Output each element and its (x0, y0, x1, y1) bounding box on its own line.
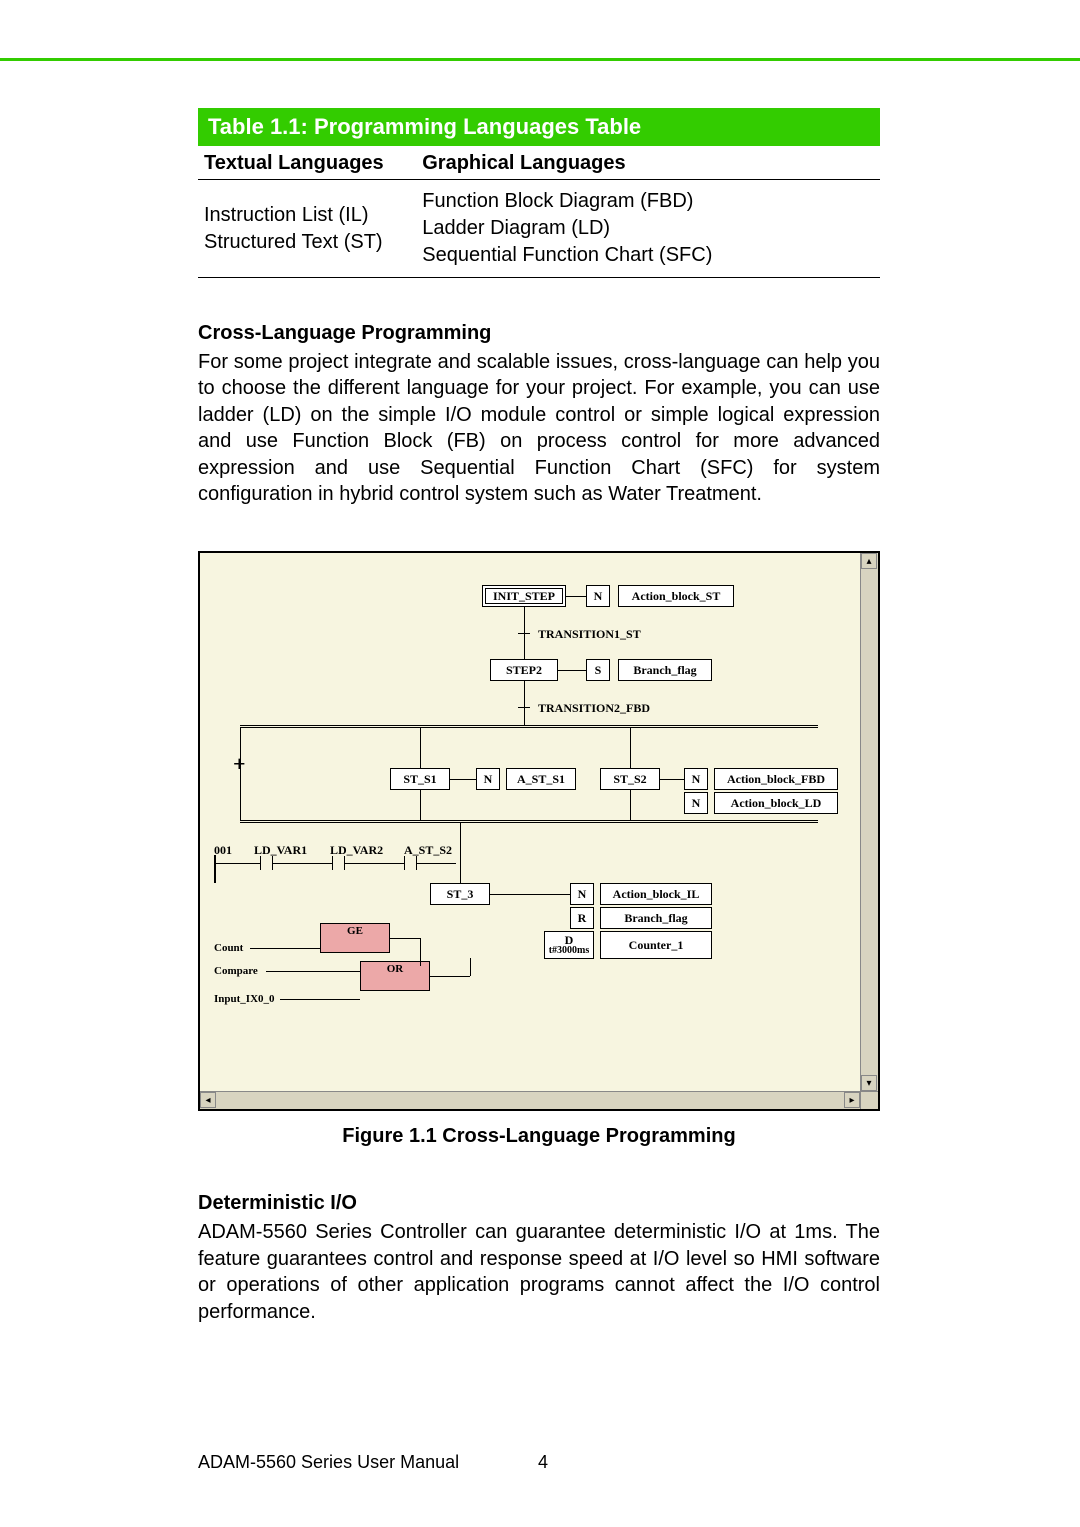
compare-label: Compare (214, 965, 258, 977)
fbd-wire (430, 976, 470, 977)
ld-var2-label: LD_VAR2 (330, 843, 383, 858)
connector (630, 790, 631, 820)
scroll-corner (860, 1091, 878, 1109)
cross-language-paragraph: For some project integrate and scalable … (198, 349, 880, 507)
plus-icon: + (233, 751, 246, 777)
fbd-wire (390, 938, 420, 939)
col2-line2: Ladder Diagram (LD) (422, 217, 610, 239)
step2-box: STEP2 (490, 659, 558, 681)
scroll-left-button[interactable]: ◂ (200, 1092, 216, 1108)
action-block-ld-box: Action_block_LD (714, 792, 838, 814)
top-divider (0, 58, 1080, 61)
ld-power-rail (214, 855, 216, 883)
a-st-s2-label: A_ST_S2 (404, 843, 452, 858)
connector (524, 707, 525, 725)
col1-line1: Instruction List (IL) (204, 204, 369, 226)
qualifier-n-2: N (476, 768, 500, 790)
col2-header: Graphical Languages (416, 146, 880, 180)
ld-contact (332, 856, 333, 870)
page-content: Table 1.1: Programming Languages Table T… (198, 108, 880, 1325)
ld-contact (260, 856, 261, 870)
connector (524, 607, 525, 633)
fbd-wire (266, 971, 360, 972)
cross-language-heading: Cross-Language Programming (198, 322, 880, 345)
ld-wire (416, 863, 456, 864)
init-step-box: INIT_STEP (482, 585, 566, 607)
qualifier-r: R (570, 907, 594, 929)
action-block-fbd-box: Action_block_FBD (714, 768, 838, 790)
programming-languages-table: Table 1.1: Programming Languages Table T… (198, 108, 880, 278)
connector (524, 681, 525, 707)
connector (558, 670, 586, 671)
fbd-wire (250, 948, 320, 949)
deterministic-io-heading: Deterministic I/O (198, 1192, 880, 1215)
deterministic-io-paragraph: ADAM-5560 Series Controller can guarante… (198, 1219, 880, 1325)
table-title-row: Table 1.1: Programming Languages Table (198, 108, 880, 146)
table-body-row: Instruction List (IL) Structured Text (S… (198, 180, 880, 278)
ld-contact (404, 856, 405, 870)
vertical-scrollbar[interactable]: ▴ ▾ (860, 553, 878, 1091)
table-title: Table 1.1: Programming Languages Table (198, 108, 880, 146)
qualifier-n: N (586, 585, 610, 607)
footer-manual-title: ADAM-5560 Series User Manual (198, 1452, 459, 1473)
figure-wrap: ▴ ▾ ◂ ▸ INIT_STEP N Action_block_ST TRAN… (198, 551, 880, 1148)
footer-page-number: 4 (538, 1452, 548, 1473)
ld-wire (216, 863, 260, 864)
table-header-row: Textual Languages Graphical Languages (198, 146, 880, 180)
col2-body: Function Block Diagram (FBD) Ladder Diag… (416, 180, 880, 278)
connector (660, 779, 684, 780)
connector (630, 728, 631, 768)
scroll-right-button[interactable]: ▸ (844, 1092, 860, 1108)
fbd-wire (420, 938, 421, 966)
deterministic-io-section: Deterministic I/O ADAM-5560 Series Contr… (198, 1192, 880, 1325)
ld-wire (344, 863, 404, 864)
ld-var1-label: LD_VAR1 (254, 843, 307, 858)
figure-caption: Figure 1.1 Cross-Language Programming (198, 1125, 880, 1148)
action-block-il-box: Action_block_IL (600, 883, 712, 905)
connector (566, 596, 586, 597)
horizontal-scrollbar[interactable]: ◂ ▸ (200, 1091, 860, 1109)
scroll-down-button[interactable]: ▾ (861, 1075, 877, 1091)
connector (450, 779, 476, 780)
qualifier-s: S (586, 659, 610, 681)
ge-block: GE (320, 923, 390, 953)
counter-1-box: Counter_1 (600, 931, 712, 959)
col1-body: Instruction List (IL) Structured Text (S… (198, 180, 416, 278)
input-ix0-0-label: Input_IX0_0 (214, 993, 275, 1005)
st-s1-box: ST_S1 (390, 768, 450, 790)
fbd-wire (280, 999, 360, 1000)
st-s2-box: ST_S2 (600, 768, 660, 790)
ld-row-num: 001 (214, 843, 232, 858)
action-block-st-box: Action_block_ST (618, 585, 734, 607)
transition2-label: TRANSITION2_FBD (538, 701, 650, 716)
branch-flag-box-2: Branch_flag (600, 907, 712, 929)
connector (420, 728, 421, 768)
qualifier-d-box: D t#3000ms (544, 931, 594, 959)
col1-line2: Structured Text (ST) (204, 231, 383, 253)
t3000ms-label: t#3000ms (549, 946, 590, 956)
col2-line3: Sequential Function Chart (SFC) (422, 244, 712, 266)
col2-line1: Function Block Diagram (FBD) (422, 190, 693, 212)
transition1-label: TRANSITION1_ST (538, 627, 641, 642)
qualifier-n-3: N (684, 768, 708, 790)
connector (460, 823, 461, 883)
connector (524, 633, 525, 659)
fbd-wire (470, 958, 471, 976)
connector (420, 790, 421, 820)
parallel-open (240, 725, 818, 728)
branch-flag-box: Branch_flag (618, 659, 712, 681)
parallel-close (240, 820, 818, 823)
qualifier-n-4: N (684, 792, 708, 814)
sfc-diagram: ▴ ▾ ◂ ▸ INIT_STEP N Action_block_ST TRAN… (198, 551, 880, 1111)
qualifier-n-5: N (570, 883, 594, 905)
connector (490, 894, 570, 895)
page-footer: ADAM-5560 Series User Manual 4 (198, 1452, 880, 1473)
a-st-s1-box: A_ST_S1 (506, 768, 576, 790)
connector (240, 808, 241, 820)
st-3-box: ST_3 (430, 883, 490, 905)
scroll-up-button[interactable]: ▴ (861, 553, 877, 569)
ld-wire (272, 863, 332, 864)
count-label: Count (214, 942, 243, 954)
col1-header: Textual Languages (198, 146, 416, 180)
